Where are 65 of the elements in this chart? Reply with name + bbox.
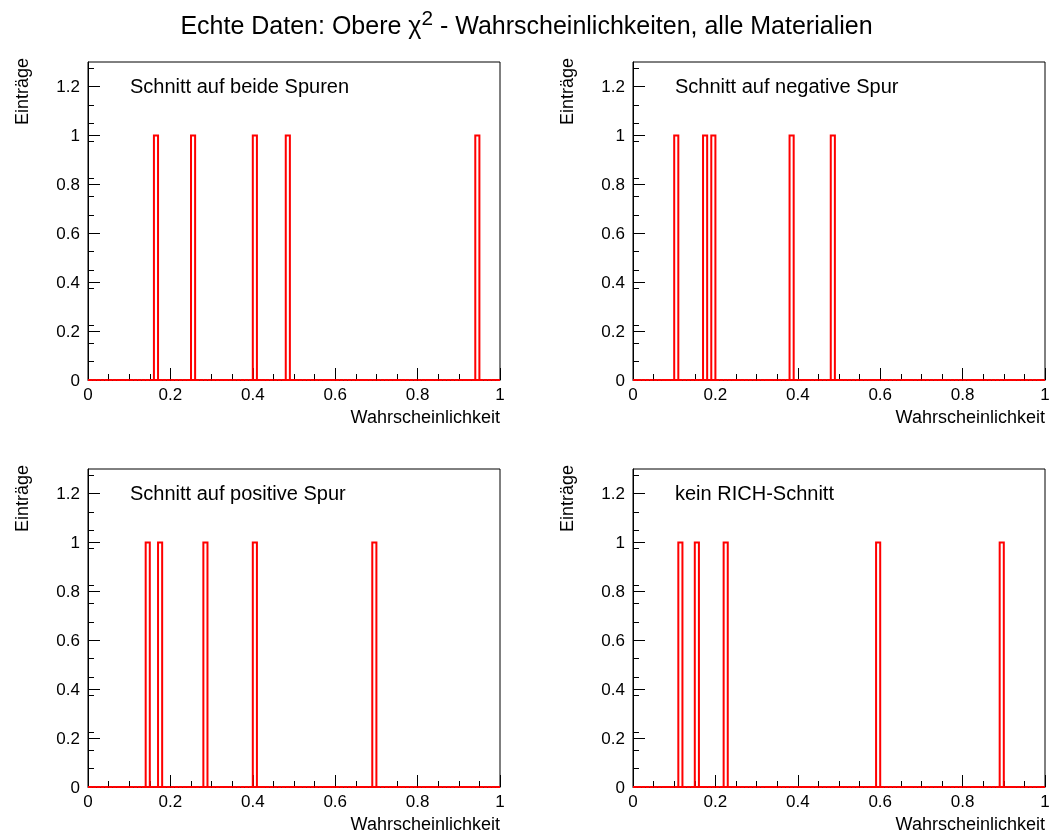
y-tick-label: 1: [615, 532, 625, 552]
y-tick-label: 0: [615, 777, 625, 797]
y-tick-label: 1.2: [56, 76, 80, 96]
y-tick-label: 0.8: [56, 174, 80, 194]
y-tick-label: 1.2: [601, 483, 625, 503]
y-tick-label: 0.2: [601, 728, 625, 748]
y-tick-label: 1: [70, 532, 80, 552]
x-tick-label: 0: [628, 385, 638, 404]
x-tick-label: 0.6: [323, 792, 348, 811]
y-tick-label: 1.2: [56, 483, 80, 503]
x-tick-label: 1: [495, 792, 505, 811]
y-tick-label: 0.8: [601, 174, 625, 194]
y-axis-title: Einträge: [12, 58, 32, 126]
y-tick-label: 0.6: [601, 630, 625, 650]
y-tick-label: 1: [70, 125, 80, 145]
x-tick-label: 0.8: [405, 792, 430, 811]
x-tick-label: 1: [1040, 792, 1050, 811]
x-tick-label: 0: [83, 385, 93, 404]
x-tick-label: 0.2: [703, 792, 728, 811]
chart-title: Echte Daten: Obere χ$^{2}$ - Wahrscheinlichkeiten, alle Materialien: [179, 6, 874, 41]
x-tick-label: 1: [495, 385, 505, 404]
y-tick-label: 0.4: [56, 272, 80, 292]
x-tick-label: 0.2: [703, 385, 728, 404]
x-tick-label: 0.8: [950, 792, 975, 811]
x-axis-title: Wahrscheinlichkeit: [895, 814, 1045, 834]
x-tick-label: 0.2: [158, 792, 183, 811]
y-tick-label: 0.4: [601, 272, 625, 292]
y-tick-label: 0: [615, 370, 625, 390]
annotation: Schnitt auf negative Spur: [675, 75, 899, 97]
y-tick-label: 0.2: [56, 321, 80, 341]
y-tick-label: 0.6: [56, 223, 80, 243]
x-tick-label: 0.4: [240, 792, 265, 811]
y-tick-label: 0: [70, 777, 80, 797]
x-tick-label: 0.8: [950, 385, 975, 404]
x-axis-title: Wahrscheinlichkeit: [895, 407, 1045, 427]
x-tick-label: 0.4: [240, 385, 265, 404]
y-tick-label: 1: [615, 125, 625, 145]
y-tick-label: 0.4: [601, 679, 625, 699]
y-tick-label: 0.8: [601, 581, 625, 601]
y-axis-title: Einträge: [12, 465, 32, 533]
x-axis-title: Wahrscheinlichkeit: [350, 814, 500, 834]
y-tick-label: 0.6: [601, 223, 625, 243]
x-tick-label: 0.6: [868, 385, 893, 404]
y-axis-title: Einträge: [557, 58, 577, 126]
x-tick-label: 0: [628, 792, 638, 811]
x-tick-label: 0.6: [868, 792, 893, 811]
annotation: Schnitt auf beide Spuren: [130, 75, 350, 97]
y-axis-title: Einträge: [557, 465, 577, 533]
x-tick-label: 0: [83, 792, 93, 811]
annotation: kein RICH-Schnitt: [675, 482, 835, 504]
x-tick-label: 0.6: [323, 385, 348, 404]
x-tick-label: 1: [1040, 385, 1050, 404]
y-tick-label: 0.2: [56, 728, 80, 748]
x-tick-label: 0.8: [405, 385, 430, 404]
x-tick-label: 0.4: [785, 792, 810, 811]
x-axis-title: Wahrscheinlichkeit: [350, 407, 500, 427]
x-tick-label: 0.4: [785, 385, 810, 404]
annotation: Schnitt auf positive Spur: [130, 482, 347, 504]
y-tick-label: 0: [70, 370, 80, 390]
y-tick-label: 0.2: [601, 321, 625, 341]
y-tick-label: 1.2: [601, 76, 625, 96]
y-tick-label: 0.4: [56, 679, 80, 699]
y-tick-label: 0.6: [56, 630, 80, 650]
y-tick-label: 0.8: [56, 581, 80, 601]
x-tick-label: 0.2: [158, 385, 183, 404]
